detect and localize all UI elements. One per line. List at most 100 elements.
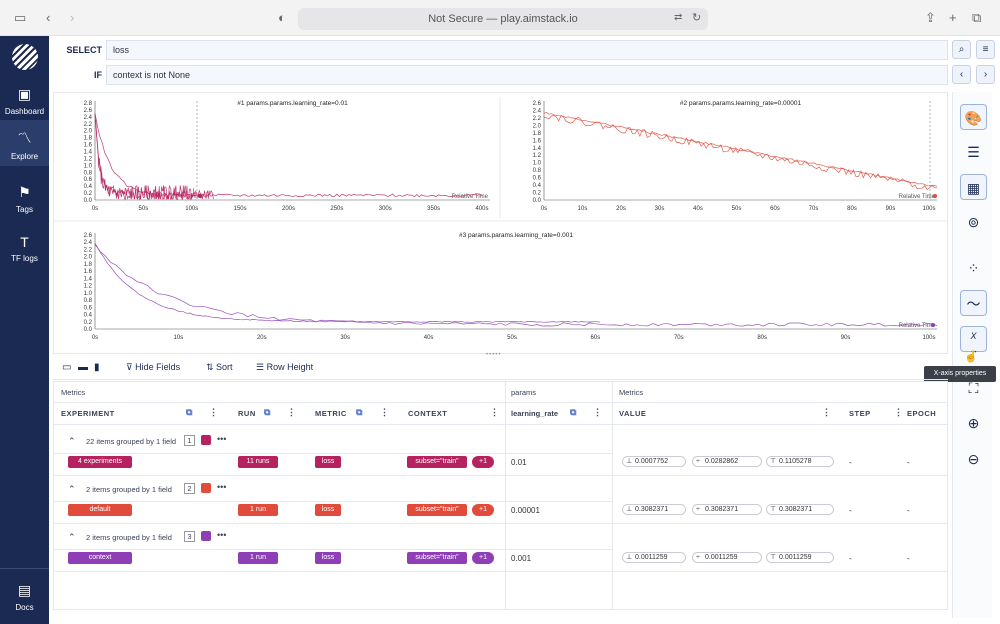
- x-tick-label: 40s: [424, 335, 434, 341]
- metric-chip[interactable]: loss: [315, 552, 341, 564]
- chart-grouping-button[interactable]: ▦: [960, 174, 987, 200]
- view-top-icon[interactable]: ▭: [62, 362, 72, 373]
- expand-button[interactable]: ⛶: [960, 375, 987, 401]
- if-label: IF: [94, 70, 102, 80]
- metric-chip[interactable]: loss: [315, 456, 341, 468]
- column-menu-icon[interactable]: ⋮: [287, 407, 297, 417]
- aim-logo-icon[interactable]: [12, 44, 38, 70]
- translate-icon[interactable]: ⇄: [674, 12, 683, 23]
- search-icon: ⌕: [958, 44, 965, 55]
- group-menu-icon[interactable]: •••: [217, 434, 227, 444]
- x-tick-label: 80s: [847, 206, 857, 212]
- expand-group-icon[interactable]: ⌃: [68, 532, 76, 542]
- sidebar-item-dashboard[interactable]: ▣ Dashboard: [0, 86, 49, 116]
- back-icon[interactable]: ‹: [46, 10, 51, 25]
- x-tick-label: 70s: [809, 206, 819, 212]
- view-full-icon[interactable]: ▮: [94, 362, 100, 373]
- context-more-chip[interactable]: +1: [472, 456, 494, 468]
- column-menu-icon[interactable]: ⋮: [593, 407, 603, 417]
- column-value[interactable]: VALUE: [619, 409, 647, 418]
- stroke-style-button[interactable]: ☰: [960, 139, 987, 165]
- group-header-params: params: [511, 388, 537, 397]
- experiment-chip[interactable]: 4 experiments: [68, 456, 132, 468]
- column-context[interactable]: CONTEXT: [408, 409, 448, 418]
- sidebar-item-label: TF logs: [11, 254, 38, 263]
- view-middle-icon[interactable]: ▬: [78, 362, 88, 373]
- flag-icon: ⚑: [18, 184, 31, 200]
- x-tick-label: 0s: [92, 206, 98, 212]
- column-experiment[interactable]: EXPERIMENT: [61, 409, 115, 418]
- column-menu-icon[interactable]: ⋮: [380, 407, 390, 417]
- series-line: [94, 242, 601, 323]
- y-tick-label: 2.2: [84, 122, 93, 128]
- expand-group-icon[interactable]: ⌃: [68, 436, 76, 446]
- shield-icon[interactable]: ◐: [278, 10, 286, 25]
- y-tick-label: 1.6: [84, 269, 93, 275]
- y-tick-label: 1.2: [84, 156, 93, 162]
- column-epoch[interactable]: EPOCH: [907, 409, 937, 418]
- context-chip[interactable]: subset="train": [407, 456, 467, 468]
- column-menu-icon[interactable]: ⋮: [894, 407, 904, 417]
- column-metric[interactable]: METRIC: [315, 409, 347, 418]
- aggregation-button[interactable]: ⊚: [960, 209, 987, 235]
- resize-handle[interactable]: •••••: [486, 352, 502, 358]
- group-by-icon[interactable]: ⧉: [264, 407, 271, 417]
- menu-button[interactable]: ≡: [976, 40, 995, 59]
- next-button[interactable]: ›: [976, 65, 995, 84]
- sort-button[interactable]: ⇅ Sort: [206, 362, 233, 373]
- group-by-icon[interactable]: ⧉: [356, 407, 363, 417]
- group-by-icon[interactable]: ⧉: [186, 407, 193, 417]
- column-run[interactable]: RUN: [238, 409, 256, 418]
- context-chip[interactable]: subset="train": [407, 504, 467, 516]
- zoom-out-button[interactable]: ⊖: [960, 446, 987, 472]
- forward-icon[interactable]: ›: [70, 10, 75, 25]
- experiment-chip[interactable]: default: [68, 504, 132, 516]
- new-tab-icon[interactable]: +: [949, 10, 957, 25]
- run-chip[interactable]: 1 run: [238, 504, 278, 516]
- epoch-value: -: [907, 554, 910, 563]
- context-chip[interactable]: subset="train": [407, 552, 467, 564]
- group-menu-icon[interactable]: •••: [217, 482, 227, 492]
- previous-button[interactable]: ‹: [952, 65, 971, 84]
- address-bar[interactable]: Not Secure — play.aimstack.io: [298, 8, 708, 30]
- context-more-chip[interactable]: +1: [472, 552, 494, 564]
- color-palette-button[interactable]: 🎨: [960, 104, 987, 130]
- sidebar-item-explore[interactable]: 〽 Explore: [0, 120, 49, 166]
- run-chip[interactable]: 1 run: [238, 552, 278, 564]
- tabs-overview-icon[interactable]: ⧉: [972, 10, 982, 25]
- y-tick-label: 1.6: [533, 138, 542, 144]
- column-learning-rate[interactable]: learning_rate: [511, 409, 559, 418]
- sidebar-item-tags[interactable]: ⚑ Tags: [0, 184, 49, 214]
- sidebar-item-docs[interactable]: ▤ Docs: [0, 582, 49, 612]
- x-axis-properties-button[interactable]: X →: [960, 326, 987, 355]
- select-input[interactable]: loss: [106, 40, 948, 60]
- points-button[interactable]: ⁘: [960, 255, 987, 281]
- group-menu-icon[interactable]: •••: [217, 530, 227, 540]
- reload-icon[interactable]: ↻: [692, 12, 702, 24]
- hide-fields-button[interactable]: ⊽ Hide Fields: [126, 362, 180, 373]
- y-tick-label: 0.6: [533, 176, 542, 182]
- share-icon[interactable]: ⇪: [925, 10, 936, 25]
- metric-chip[interactable]: loss: [315, 504, 341, 516]
- context-more-chip[interactable]: +1: [472, 504, 494, 516]
- x-tick-label: 150s: [234, 206, 247, 212]
- search-button[interactable]: ⌕: [952, 40, 971, 59]
- group-by-icon[interactable]: ⧉: [570, 407, 577, 417]
- column-menu-icon[interactable]: ⋮: [209, 407, 219, 417]
- zoom-in-button[interactable]: ⊕: [960, 410, 987, 436]
- y-tick-label: 2.2: [533, 116, 542, 122]
- column-menu-icon[interactable]: ⋮: [490, 407, 500, 417]
- column-step[interactable]: STEP: [849, 409, 871, 418]
- sidebar-item-tf-logs[interactable]: T TF logs: [0, 234, 49, 263]
- row-height-button[interactable]: ☰ Row Height: [256, 362, 313, 373]
- x-axis-label: Relative Time: [899, 194, 936, 200]
- expand-group-icon[interactable]: ⌃: [68, 484, 76, 494]
- run-chip[interactable]: 11 runs: [238, 456, 278, 468]
- column-menu-icon[interactable]: ⋮: [822, 407, 832, 417]
- chart-controls-bar: 🎨 ☰ ▦ ⊚ ⁘ 〜 X → ⛶ ⊕ ⊖: [952, 92, 992, 618]
- if-input[interactable]: context is not None: [106, 65, 948, 85]
- smoothing-button[interactable]: 〜: [960, 290, 987, 316]
- series-line: [94, 119, 195, 200]
- experiment-chip[interactable]: context: [68, 552, 132, 564]
- sidebar-toggle-icon[interactable]: ▭: [14, 10, 27, 25]
